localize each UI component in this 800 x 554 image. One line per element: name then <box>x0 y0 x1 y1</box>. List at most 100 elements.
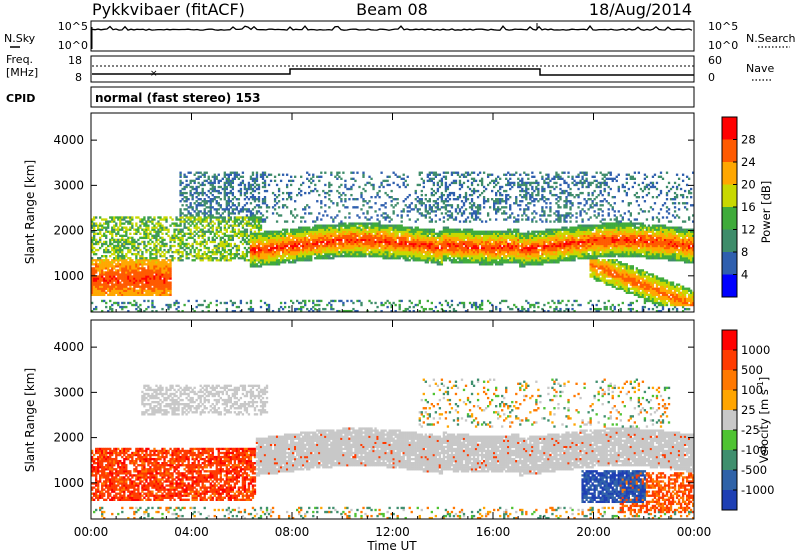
power-cell <box>450 244 454 248</box>
power-cell <box>247 198 251 201</box>
power-cell <box>448 246 452 250</box>
power-cell <box>408 246 411 250</box>
power-cell <box>253 200 257 203</box>
power-cell <box>334 216 337 219</box>
power-cell <box>207 257 210 260</box>
power-cell <box>374 236 377 240</box>
power-cell <box>211 175 214 178</box>
nsky-tick-top: 10^5 <box>58 20 88 33</box>
power-cell <box>131 269 134 272</box>
power-cell <box>153 267 156 270</box>
power-cell <box>169 303 172 307</box>
power-cell <box>121 216 124 219</box>
power-cell <box>279 261 283 264</box>
power-cell <box>121 259 124 262</box>
power-cell <box>217 181 220 185</box>
power-cell <box>161 255 164 258</box>
power-cell <box>308 185 311 189</box>
power-cell <box>328 232 331 235</box>
power-cell <box>101 279 104 282</box>
power-cell <box>105 228 108 231</box>
power-cell <box>342 244 345 248</box>
power-cell <box>99 281 102 284</box>
power-cell <box>149 293 152 297</box>
power-cell <box>444 183 448 187</box>
power-cell <box>312 244 315 248</box>
power-cell <box>233 255 237 258</box>
power-cell <box>257 226 261 229</box>
power-cell <box>476 242 480 246</box>
power-cell <box>183 185 186 189</box>
power-cell <box>139 277 142 280</box>
power-cell <box>103 255 106 258</box>
power-cell <box>199 218 202 221</box>
power-cell <box>157 275 160 278</box>
power-cell <box>285 232 289 235</box>
power-cell <box>277 255 281 258</box>
power-cell <box>406 214 409 217</box>
power-cell <box>263 202 267 205</box>
power-cell <box>334 250 337 254</box>
power-cell <box>111 279 114 282</box>
power-cell <box>143 279 146 282</box>
power-cell <box>227 202 230 205</box>
power-cell <box>177 301 180 305</box>
power-cell <box>392 210 395 213</box>
power-cell <box>105 248 108 252</box>
power-cell <box>388 236 391 240</box>
power-cell <box>109 230 112 233</box>
power-cell <box>93 267 96 270</box>
power-cell <box>215 244 218 248</box>
power-cell <box>346 228 349 231</box>
power-cell <box>165 261 168 264</box>
power-cell <box>129 301 132 305</box>
power-cell <box>346 309 349 312</box>
power-cell <box>239 257 243 260</box>
power-cell <box>348 198 351 201</box>
power-cell <box>99 293 102 297</box>
power-cell <box>390 252 393 256</box>
power-cell <box>105 285 108 288</box>
power-cell <box>372 183 375 187</box>
power-cell <box>165 267 168 270</box>
power-cell <box>131 224 134 227</box>
power-cell <box>195 212 198 215</box>
power-cell <box>460 183 464 187</box>
power-cell <box>336 234 339 237</box>
power-cell <box>239 220 243 223</box>
power-cell <box>426 179 429 183</box>
power-cell <box>380 204 383 207</box>
power-cell <box>300 301 303 305</box>
power-cell <box>430 191 433 195</box>
power-cell <box>344 206 347 209</box>
power-cell <box>364 238 367 242</box>
power-cell <box>175 301 178 305</box>
power-cell <box>157 277 160 280</box>
power-cell <box>378 224 381 227</box>
power-cell <box>235 220 239 223</box>
power-cell <box>107 226 110 229</box>
power-cell <box>181 198 184 201</box>
power-cell <box>203 200 206 203</box>
power-cell <box>215 232 218 235</box>
power-cell <box>488 257 492 260</box>
power-cell <box>137 289 140 292</box>
power-cell <box>133 289 136 292</box>
power-cell <box>251 234 255 237</box>
power-cell <box>314 236 317 240</box>
power-cell <box>225 204 228 207</box>
power-cell <box>253 255 257 258</box>
power-cell <box>292 230 295 233</box>
power-cell <box>348 309 351 312</box>
power-cell <box>213 208 216 211</box>
power-cell <box>111 246 114 250</box>
power-cell <box>157 281 160 284</box>
power-cell <box>113 293 116 297</box>
power-cell <box>157 261 160 264</box>
power-cell <box>322 228 325 231</box>
power-cell <box>263 236 267 240</box>
power-cell <box>193 210 196 213</box>
power-cell <box>133 267 136 270</box>
power-cell <box>159 273 162 276</box>
power-cell <box>468 244 472 248</box>
